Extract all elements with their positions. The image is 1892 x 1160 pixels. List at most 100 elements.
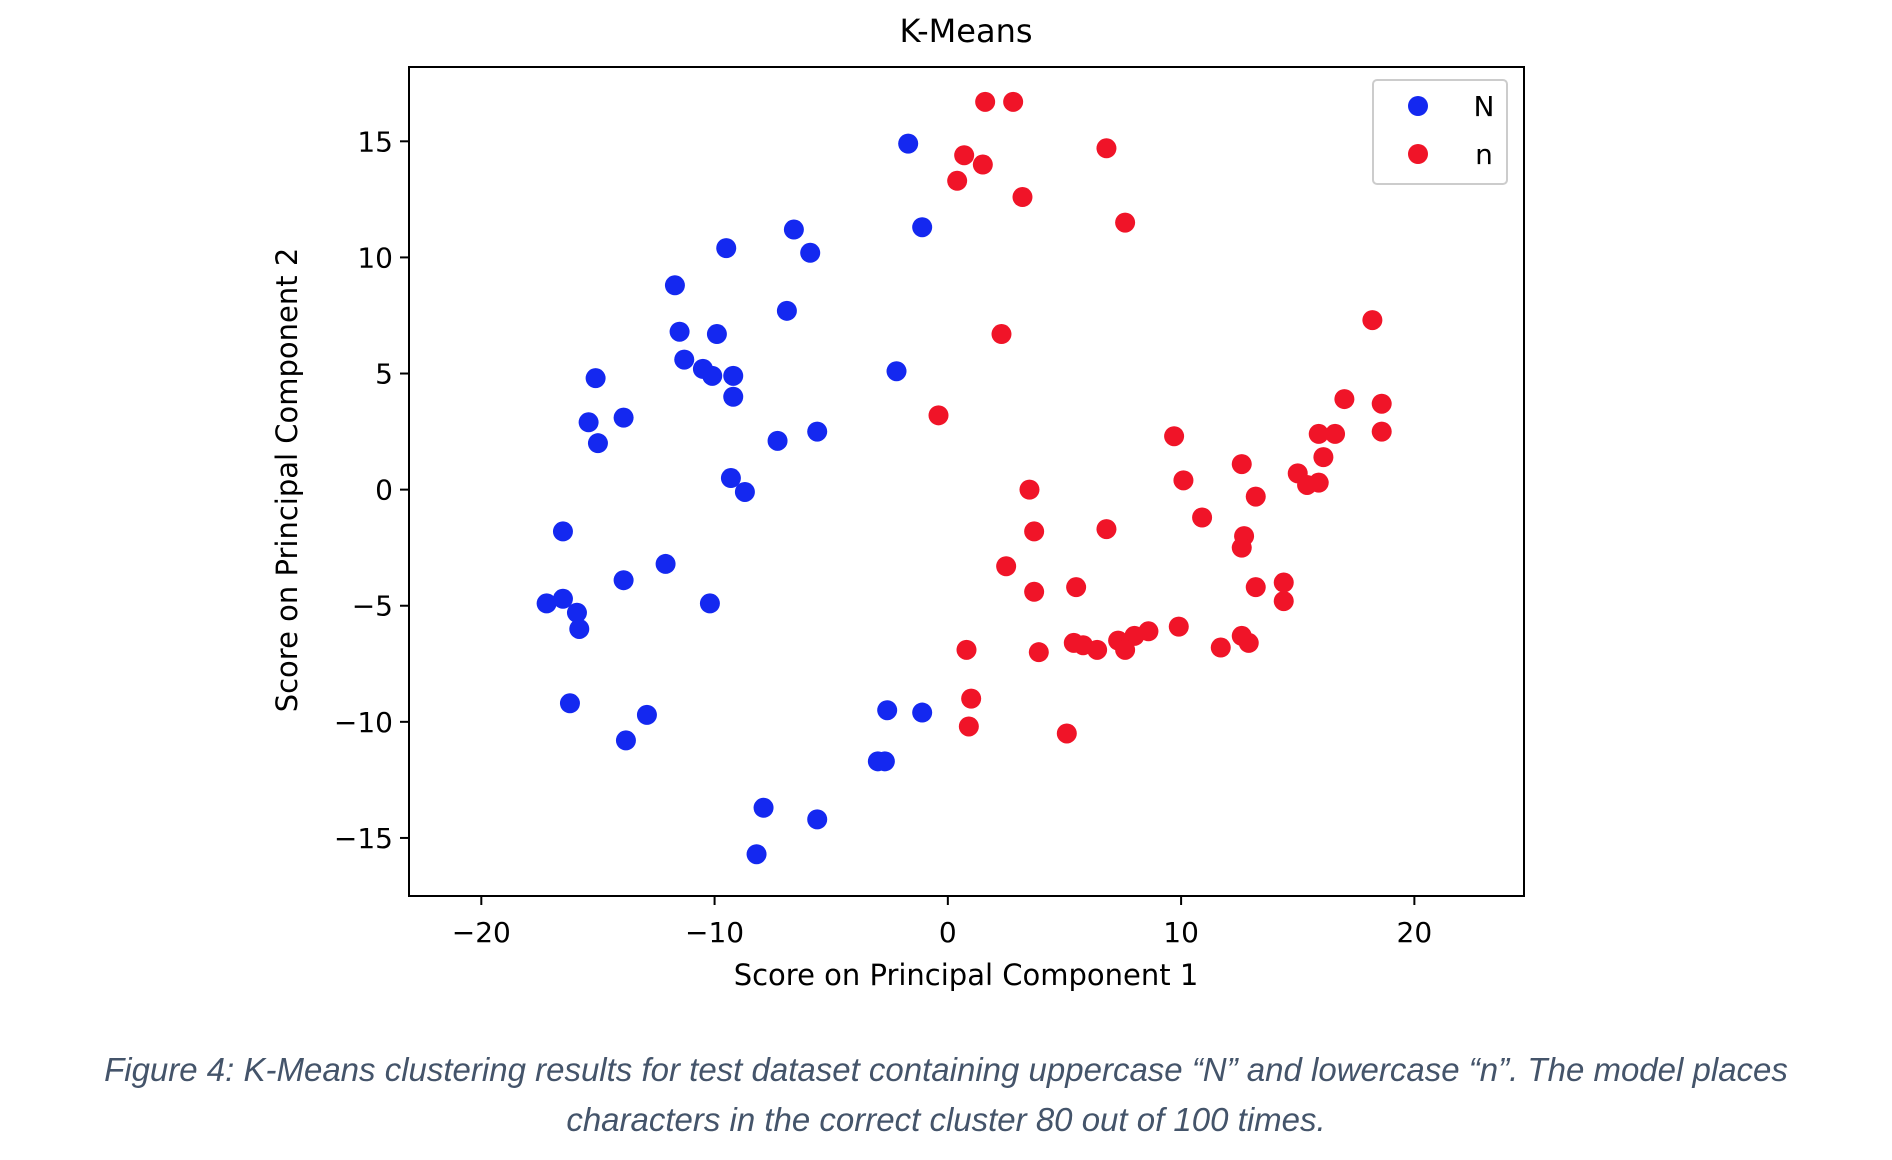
data-point-n-upper (613, 570, 634, 591)
data-point-n-upper (720, 468, 741, 489)
y-tick-label: −5 (352, 590, 393, 623)
y-axis-label: Score on Principal Component 2 (270, 248, 304, 713)
data-point-n-lower (1024, 521, 1045, 542)
y-tick-label: 5 (375, 358, 393, 391)
x-tick-label: −20 (452, 916, 511, 949)
data-point-n-upper (664, 275, 685, 296)
plot-area (408, 66, 1525, 897)
x-tick-label: 0 (939, 916, 957, 949)
legend-marker (1408, 144, 1428, 164)
data-point-n-lower (1019, 479, 1040, 500)
data-point-n-upper (912, 702, 933, 723)
y-tick-label: 10 (357, 241, 393, 274)
data-point-n-upper (669, 321, 690, 342)
legend-label: n (1475, 138, 1493, 171)
legend-box (1372, 79, 1508, 185)
data-point-n-lower (961, 688, 982, 709)
data-point-n-lower (1313, 447, 1334, 468)
data-point-n-upper (767, 430, 788, 451)
data-point-n-lower (1231, 454, 1252, 475)
data-point-n-lower (1210, 637, 1231, 658)
data-point-n-lower (991, 324, 1012, 345)
caption-line-2: characters in the correct cluster 80 out… (566, 1101, 1326, 1138)
data-point-n-upper (912, 217, 933, 238)
data-point-n-lower (1245, 486, 1266, 507)
data-point-n-upper (877, 700, 898, 721)
data-point-n-lower (1087, 639, 1108, 660)
y-tick-label: −10 (334, 706, 393, 739)
data-point-n-upper (783, 219, 804, 240)
data-point-n-upper (699, 593, 720, 614)
data-point-n-lower (1362, 310, 1383, 331)
data-point-n-lower (1024, 581, 1045, 602)
data-point-n-lower (1028, 642, 1049, 663)
scatter-points (536, 91, 1392, 865)
data-point-n-upper (552, 588, 573, 609)
x-tick-label: 20 (1397, 916, 1433, 949)
data-point-n-lower (928, 405, 949, 426)
data-point-n-upper (636, 704, 657, 725)
data-point-n-lower (1115, 212, 1136, 233)
x-tick-label: 10 (1163, 916, 1199, 949)
data-point-n-upper (578, 412, 599, 433)
chart-title: K-Means (899, 12, 1032, 50)
data-point-n-upper (807, 421, 828, 442)
data-point-n-upper (552, 521, 573, 542)
data-point-n-lower (1245, 577, 1266, 598)
data-point-n-upper (559, 693, 580, 714)
legend: Nn (1372, 79, 1508, 185)
data-point-n-upper (807, 809, 828, 830)
x-axis-label: Score on Principal Component 1 (734, 958, 1199, 992)
data-point-n-lower (1371, 393, 1392, 414)
data-point-n-lower (1056, 723, 1077, 744)
data-point-n-lower (956, 639, 977, 660)
data-point-n-upper (746, 844, 767, 865)
data-point-n-lower (1371, 421, 1392, 442)
legend-label: N (1474, 90, 1495, 123)
data-point-n-upper (587, 433, 608, 454)
y-axis: 15 10 5 0 −5 −10 −15 (334, 125, 409, 855)
data-point-n-lower (1308, 423, 1329, 444)
data-point-n-upper (716, 238, 737, 259)
data-point-n-upper (566, 602, 587, 623)
data-point-n-lower (1192, 507, 1213, 528)
x-axis: −20 −10 0 10 20 (452, 896, 1432, 949)
data-point-n-lower (947, 170, 968, 191)
data-point-n-upper (723, 386, 744, 407)
data-point-n-upper (753, 797, 774, 818)
data-point-n-lower (1334, 389, 1355, 410)
data-point-n-upper (702, 365, 723, 386)
data-point-n-upper (615, 730, 636, 751)
caption-line-1: Figure 4: K-Means clustering results for… (104, 1051, 1788, 1088)
x-tick-label: −10 (685, 916, 744, 949)
data-point-n-lower (1325, 423, 1346, 444)
data-point-n-upper (674, 349, 695, 370)
y-tick-label: −15 (334, 822, 393, 855)
data-point-n-upper (613, 407, 634, 428)
data-point-n-upper (874, 751, 895, 772)
data-point-n-upper (800, 242, 821, 263)
y-tick-label: 15 (357, 125, 393, 158)
data-point-n-lower (1308, 472, 1329, 493)
data-point-n-lower (954, 145, 975, 166)
data-point-n-lower (1173, 470, 1194, 491)
data-point-n-lower (1012, 187, 1033, 208)
data-point-n-upper (655, 553, 676, 574)
data-point-n-lower (1231, 537, 1252, 558)
data-point-n-lower (972, 154, 993, 175)
data-point-n-lower (1238, 632, 1259, 653)
data-point-n-upper (536, 593, 557, 614)
data-point-n-lower (1164, 426, 1185, 447)
data-point-n-lower (1273, 591, 1294, 612)
data-point-n-upper (776, 300, 797, 321)
data-point-n-upper (898, 133, 919, 154)
data-point-n-lower (1115, 639, 1136, 660)
scatter-figure: K-Means −20 −10 0 10 20 15 10 5 0 −5 −10 −15 Score… (270, 12, 1525, 992)
data-point-n-lower (996, 556, 1017, 577)
data-point-n-upper (886, 361, 907, 382)
data-point-n-lower (1273, 572, 1294, 593)
data-point-n-lower (1066, 577, 1087, 598)
data-point-n-lower (1168, 616, 1189, 637)
data-point-n-lower (975, 91, 996, 112)
figure-caption: Figure 4: K-Means clustering results for… (0, 1045, 1892, 1145)
